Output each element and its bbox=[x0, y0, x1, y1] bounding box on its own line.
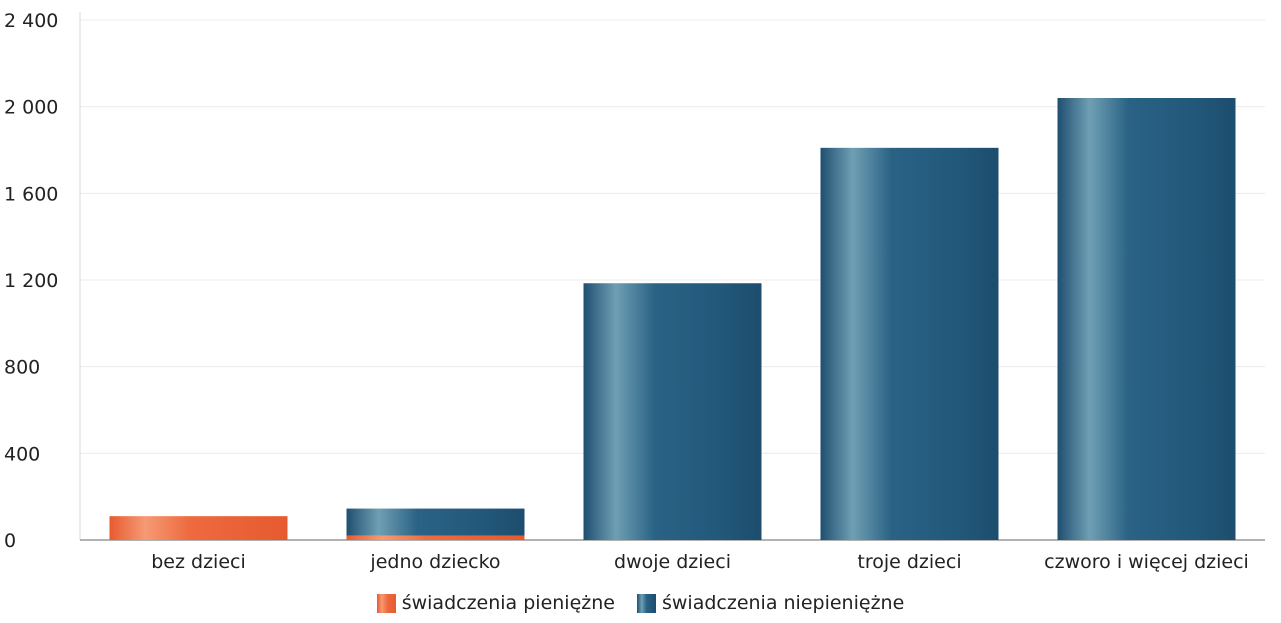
x-tick-label: bez dzieci bbox=[151, 551, 246, 573]
legend-item-niepieniezne: świadczenia niepieniężne bbox=[636, 592, 905, 614]
legend-item-pieniezne: świadczenia pieniężne bbox=[376, 592, 615, 614]
bars bbox=[109, 98, 1236, 541]
legend-label-pieniezne: świadczenia pieniężne bbox=[401, 592, 615, 614]
x-tick-label: czworo i więcej dzieci bbox=[1044, 551, 1249, 573]
y-tick-label: 400 bbox=[4, 443, 40, 465]
legend-swatch-blue bbox=[636, 593, 656, 613]
legend: świadczenia pieniężne świadczenia niepie… bbox=[0, 592, 1281, 614]
y-tick-label: 1 600 bbox=[4, 183, 58, 205]
x-tick-label: jedno dziecko bbox=[369, 551, 500, 573]
bar-niepieniezne bbox=[1057, 98, 1236, 540]
y-tick-label: 800 bbox=[4, 357, 40, 379]
bar-pieniezne bbox=[346, 535, 525, 540]
y-tick-label: 1 200 bbox=[4, 270, 58, 292]
bar-niepieniezne bbox=[583, 283, 762, 540]
y-tick-label: 0 bbox=[4, 530, 16, 552]
bar-niepieniezne bbox=[346, 508, 525, 536]
x-tick-label: dwoje dzieci bbox=[614, 551, 731, 573]
y-tick-label: 2 400 bbox=[4, 10, 58, 32]
bar-niepieniezne bbox=[820, 147, 999, 541]
x-tick-label: troje dzieci bbox=[857, 551, 961, 573]
bar-pieniezne bbox=[109, 516, 288, 540]
y-tick-label: 2 000 bbox=[4, 97, 58, 119]
labels: 0 400 800 1 200 1 600 2 000 2 400 bez dzieci jed… bbox=[4, 10, 1249, 573]
legend-swatch-orange bbox=[376, 593, 396, 613]
legend-label-niepieniezne: świadczenia niepieniężne bbox=[661, 592, 905, 614]
